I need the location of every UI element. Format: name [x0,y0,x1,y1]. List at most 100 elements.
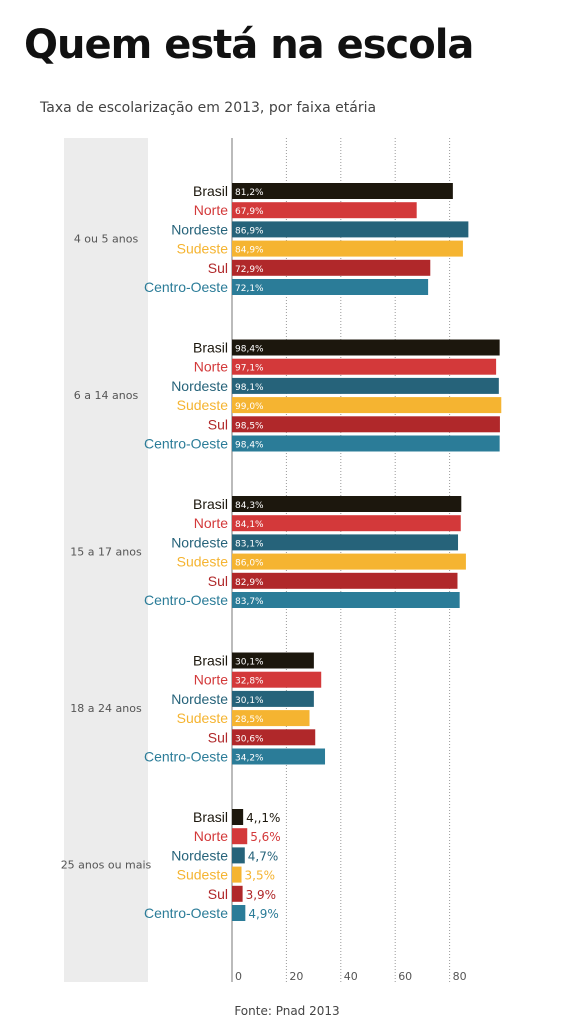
bar [232,671,322,688]
bar [232,592,460,608]
data-label: 4,7% [248,849,279,863]
data-label: 98,5% [235,421,264,431]
series-label: Sul [208,573,228,589]
data-label: 82,9% [235,578,264,588]
bar [232,416,500,433]
series-label: Brasil [193,183,228,199]
series-label: Brasil [193,340,228,356]
bar [232,259,431,276]
bar [232,809,244,825]
bar [232,240,463,257]
group-label: 4 ou 5 anos [74,233,139,246]
series-label: Norte [194,672,228,688]
bar [232,183,453,199]
data-label: 98,4% [235,441,264,451]
source-note: Fonte: Pnad 2013 [234,1004,340,1018]
series-label: Sudeste [177,554,229,570]
series-label: Brasil [193,809,228,825]
series-label: Sudeste [177,710,229,726]
series-label: Brasil [193,653,228,669]
bar [232,358,497,375]
data-label: 30,1% [235,658,264,668]
series-label: Norte [194,359,228,375]
series-label: Sudeste [177,867,229,883]
data-label: 86,9% [235,226,264,236]
series-label: Nordeste [171,378,228,394]
data-label: 84,1% [235,520,264,530]
bar [232,885,243,902]
series-label: Sudeste [177,397,229,413]
chart-subtitle: Taxa de escolarização em 2013, por faixa… [40,100,377,116]
series-label: Centro-Oeste [144,905,228,921]
bar [232,729,316,746]
bar [232,377,499,394]
series-label: Norte [194,515,228,531]
series-label: Nordeste [171,691,228,707]
x-tick-label: 0 [235,970,242,983]
series-label: Centro-Oeste [144,279,228,295]
bar [232,221,469,238]
bar [232,397,502,414]
data-label: 30,6% [235,734,264,744]
group-label: 15 a 17 anos [70,546,142,559]
series-label: Sul [208,886,228,902]
series-label: Centro-Oeste [144,592,228,608]
bar [232,202,417,219]
bar [232,279,429,295]
group-label: 18 a 24 anos [70,702,142,715]
data-label: 4,9% [248,907,279,921]
x-tick-label: 20 [289,970,303,983]
series-label: Centro-Oeste [144,436,228,452]
series-label: Nordeste [171,534,228,550]
bar [232,515,461,532]
bar [232,553,466,570]
data-label: 98,1% [235,383,264,393]
series-label: Sul [208,729,228,745]
bar [232,710,310,727]
series-label: Norte [194,828,228,844]
data-label: 3,9% [246,888,277,902]
data-label: 99,0% [235,402,264,412]
bar [232,828,248,845]
group-label: 25 anos ou mais [61,859,152,872]
data-label: 83,1% [235,539,264,549]
series-label: Nordeste [171,221,228,237]
data-label: 4,,1% [246,811,280,825]
x-tick-label: 40 [344,970,358,983]
bar [232,572,458,589]
series-label: Nordeste [171,847,228,863]
x-tick-label: 80 [453,970,467,983]
series-label: Brasil [193,496,228,512]
data-label: 28,5% [235,715,264,725]
chart-title: Quem está na escola [24,22,474,68]
bar [232,534,459,551]
data-label: 86,0% [235,559,264,569]
group-label: 6 a 14 anos [74,389,139,402]
series-label: Norte [194,202,228,218]
series-label: Sudeste [177,241,229,257]
bar [232,690,314,707]
x-tick-label: 60 [398,970,412,983]
bar [232,905,246,921]
bar [232,652,314,669]
series-label: Sul [208,416,228,432]
series-label: Sul [208,260,228,276]
data-label: 81,2% [235,188,264,198]
bar [232,748,326,765]
series-label: Centro-Oeste [144,749,228,765]
data-label: 5,6% [250,830,281,844]
data-label: 84,9% [235,246,264,256]
data-label: 30,1% [235,696,264,706]
bar [232,339,500,356]
data-label: 83,7% [235,597,264,607]
bar [232,496,462,512]
data-label: 3,5% [245,869,276,883]
bar [232,866,242,883]
bar [232,435,500,452]
data-label: 34,2% [235,754,264,764]
data-label: 98,4% [235,345,264,355]
data-label: 67,9% [235,207,264,217]
data-label: 72,9% [235,265,264,275]
data-label: 72,1% [235,284,264,294]
